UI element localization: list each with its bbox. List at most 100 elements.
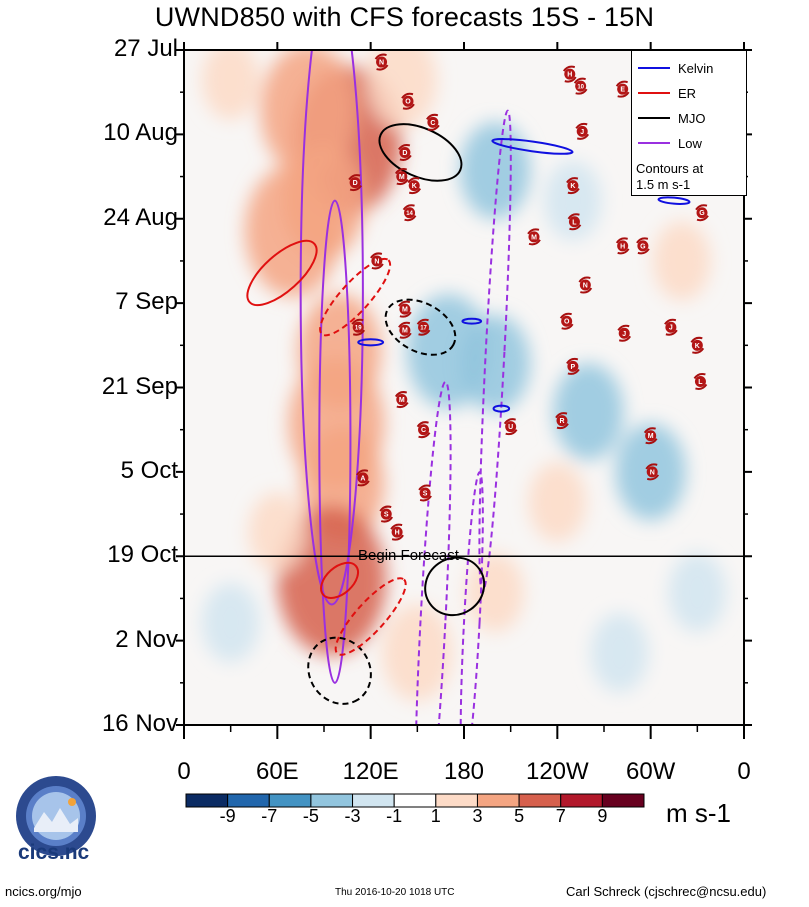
x-tick-label: 120E <box>342 758 399 785</box>
storm-marker: 19 <box>351 318 366 336</box>
storm-marker: J <box>617 324 632 342</box>
storm-label: H <box>395 530 400 537</box>
cyclone-icon <box>690 336 705 354</box>
cyclone-icon <box>559 312 574 330</box>
storm-marker: O <box>559 312 574 330</box>
storm-label: L <box>572 219 577 226</box>
colorbar-tick-label: 3 <box>472 806 483 826</box>
storm-dot <box>576 125 588 137</box>
cyclone-icon <box>555 412 569 430</box>
footer-timestamp: Thu 2016-10-20 1018 UTC <box>335 887 455 898</box>
cyclone-icon <box>695 204 709 222</box>
storm-marker: N <box>578 276 593 294</box>
storm-label: C <box>430 120 435 127</box>
cyclone-icon <box>416 421 431 439</box>
x-tick-label: 0 <box>177 758 191 785</box>
contour-kelvin <box>491 138 574 155</box>
storm-dot <box>418 424 430 436</box>
colorbar-tick-label: -5 <box>302 806 319 826</box>
storm-marker: G <box>695 204 709 222</box>
storm-marker: J <box>575 122 590 140</box>
storm-marker: U <box>503 418 518 436</box>
storm-dot <box>617 83 629 95</box>
legend-note-line2: 1.5 m s-1 <box>636 177 691 192</box>
storm-label: A <box>360 475 365 482</box>
anomaly-blob <box>544 161 602 241</box>
storm-marker: N <box>374 53 389 71</box>
legend-swatch-kelvin <box>638 67 670 69</box>
storm-dot <box>371 255 383 267</box>
y-tick-label: 7 Sep <box>115 288 178 316</box>
storm-label: G <box>640 243 646 250</box>
contour-kelvin <box>357 338 385 347</box>
anomaly-blob <box>248 492 307 572</box>
storm-marker: J <box>664 318 678 336</box>
storm-dot <box>528 231 540 243</box>
storm-dot <box>665 321 677 333</box>
storm-marker: C <box>416 421 431 439</box>
storm-label: C <box>421 427 426 434</box>
storm-marker: 14 <box>402 204 417 222</box>
cyclone-icon <box>503 418 518 436</box>
storm-label: N <box>650 469 655 476</box>
storm-marker: S <box>418 484 432 502</box>
cyclone-icon <box>643 427 658 445</box>
anomaly-blob <box>668 552 727 633</box>
storm-label: M <box>402 328 408 335</box>
contour-low <box>459 471 484 725</box>
storm-dot <box>396 171 408 183</box>
cyclone-icon <box>351 318 366 336</box>
storm-dot <box>694 375 706 387</box>
storm-marker: H <box>615 237 630 255</box>
colorbar-tick-label: -7 <box>261 806 278 826</box>
storm-dot <box>357 472 369 484</box>
storm-label: H <box>620 243 625 250</box>
anomaly-blob <box>590 613 649 693</box>
storm-dot <box>402 95 414 107</box>
storm-marker: 17 <box>416 318 431 336</box>
contour-mjo <box>424 556 486 617</box>
storm-dot <box>352 321 364 333</box>
storm-dot <box>567 360 579 372</box>
cyclone-icon <box>390 523 404 541</box>
x-tick-label: 60W <box>625 758 676 785</box>
anomaly-blob <box>459 314 531 412</box>
footer-url: ncics.org/mjo <box>5 884 82 899</box>
storm-label: O <box>564 319 570 326</box>
y-tick-label: 27 Jul <box>113 35 178 62</box>
storm-dot <box>691 339 703 351</box>
cyclone-icon <box>398 300 412 318</box>
storm-dot <box>575 80 587 92</box>
legend-label: Low <box>678 135 702 151</box>
storm-marker: D <box>348 174 362 192</box>
storm-marker: P <box>566 357 580 375</box>
storm-marker: S <box>379 505 394 523</box>
storm-dot <box>696 207 708 219</box>
storm-dot <box>349 177 361 189</box>
storm-dot <box>380 508 392 520</box>
storm-marker: M <box>394 168 409 186</box>
cyclone-icon <box>356 469 370 487</box>
contour-kelvin <box>461 317 483 325</box>
storm-label: D <box>402 150 407 157</box>
storm-marker: M <box>527 228 541 246</box>
storm-dot <box>399 146 411 158</box>
cyclone-icon <box>617 324 632 342</box>
y-tick-label: 5 Oct <box>120 456 178 484</box>
storm-marker: M <box>398 321 412 339</box>
contour-low <box>299 50 364 606</box>
cyclone-icon <box>566 177 580 195</box>
storm-marker: K <box>566 177 580 195</box>
storm-label: 17 <box>420 326 427 332</box>
legend-swatch-er <box>638 92 670 94</box>
storm-marker: D <box>398 143 412 161</box>
contour-low <box>414 380 452 725</box>
cyclone-icon <box>416 318 431 336</box>
storm-label: 10 <box>577 85 584 91</box>
wave-filter-contours <box>246 50 691 725</box>
cyclone-icon <box>578 276 593 294</box>
contour-kelvin <box>657 196 691 205</box>
storm-dot <box>408 180 420 192</box>
storm-dot <box>617 240 629 252</box>
anomaly-blob <box>244 164 341 297</box>
